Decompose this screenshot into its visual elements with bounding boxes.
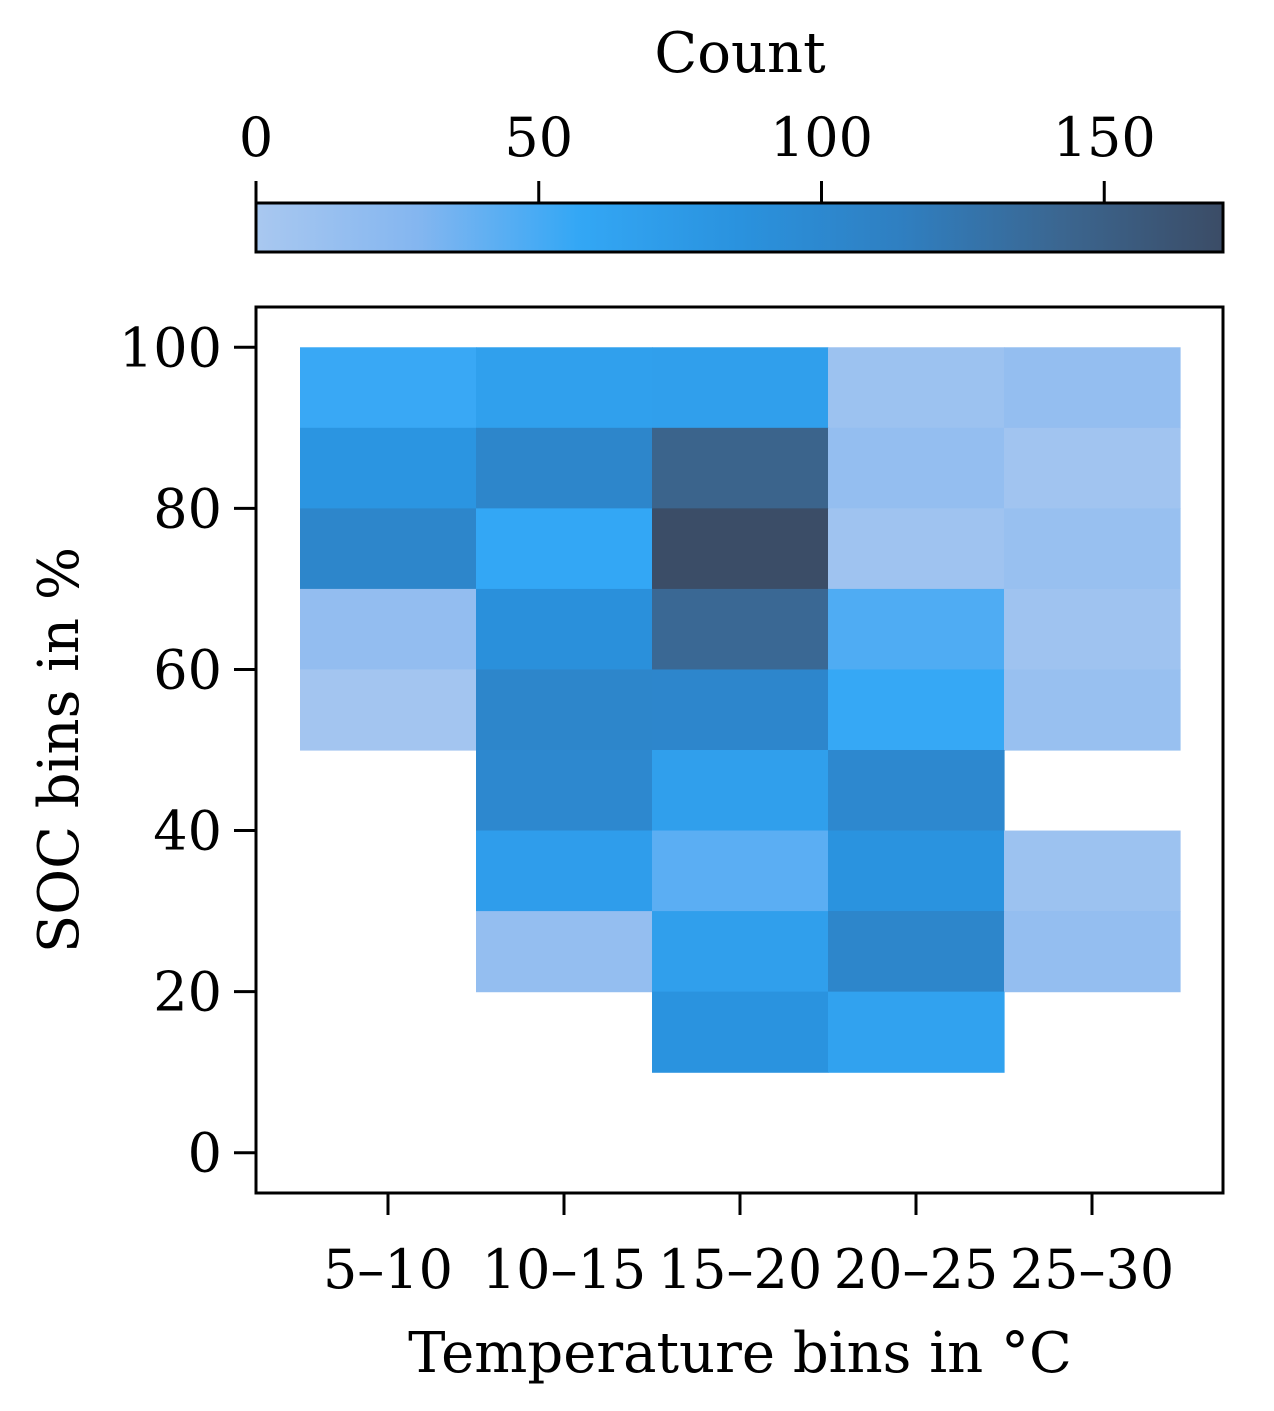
x-tick-label: 15–20 [658, 1238, 822, 1301]
y-tick-label: 40 [153, 800, 222, 863]
x-tick-label: 10–15 [482, 1238, 646, 1301]
y-tick-label: 20 [153, 961, 222, 1024]
heatmap-cells [300, 347, 1181, 1073]
heatmap-cell [652, 588, 829, 671]
colorbar-frame [254, 201, 1225, 254]
heatmap-cell [476, 347, 653, 429]
x-tick-label: 5–10 [323, 1238, 453, 1301]
heatmap-cell [828, 508, 1005, 590]
heatmap-cell [476, 911, 653, 993]
x-tick-label: 20–25 [834, 1238, 998, 1301]
heatmap-cell [828, 588, 1005, 671]
colorbar-tick-label: 50 [504, 106, 573, 169]
heatmap-cell [652, 911, 829, 993]
colorbar-tick-label: 150 [1053, 106, 1156, 169]
y-tick-label: 100 [119, 316, 222, 379]
heatmap-cell [1004, 830, 1181, 912]
heatmap-cell [1004, 508, 1181, 590]
heatmap-cell [300, 588, 477, 671]
heatmap-cell [828, 991, 1005, 1073]
heatmap-cell [1004, 347, 1181, 429]
heatmap-cell [828, 830, 1005, 912]
heatmap-cell [476, 830, 653, 912]
y-tick-label: 80 [153, 477, 222, 540]
heatmap-cell [1004, 427, 1181, 509]
heatmap-cell [828, 750, 1005, 832]
x-tick-label: 25–30 [1010, 1238, 1174, 1301]
heatmap-cell [652, 347, 829, 429]
y-axis-label: SOC bins in % [27, 547, 92, 953]
heatmap-cell [1004, 911, 1181, 993]
heatmap-cell [300, 347, 477, 429]
heatmap-cell [652, 830, 829, 912]
y-axis-ticks: 0 20 40 60 80 100 [119, 316, 256, 1185]
heatmap-cell [828, 911, 1005, 993]
heatmap-cell [476, 669, 653, 751]
y-tick-label: 0 [188, 1122, 222, 1185]
x-axis-label: Temperature bins in °C [408, 1321, 1072, 1386]
colorbar-label: Count [654, 21, 826, 86]
heatmap-cell [652, 991, 829, 1073]
heatmap-cell [476, 588, 653, 671]
heatmap-cell [652, 427, 829, 509]
colorbar-tick-label: 0 [239, 106, 273, 169]
heatmap-cell [300, 508, 477, 590]
heatmap-cell [1004, 588, 1181, 671]
heatmap-cell [652, 508, 829, 590]
colorbar-gradient [256, 203, 1223, 252]
heatmap-cell [300, 427, 477, 509]
y-tick-label: 60 [153, 638, 222, 701]
heatmap-cell [1004, 669, 1181, 751]
colorbar-tick-label: 100 [770, 106, 873, 169]
heatmap-cell [476, 427, 653, 509]
heatmap-cell [476, 508, 653, 590]
colorbar: Count 0 50 100 150 [239, 21, 1225, 254]
heatmap-cell [652, 669, 829, 751]
heatmap-cell [828, 427, 1005, 509]
x-axis-ticks: 5–10 10–15 15–20 20–25 25–30 [323, 1193, 1174, 1301]
heatmap-cell [828, 669, 1005, 751]
colorbar-ticks: 0 50 100 150 [239, 106, 1156, 203]
heatmap-cell [652, 750, 829, 832]
heatmap-cell [300, 669, 477, 751]
heatmap-cell [828, 347, 1005, 429]
heatmap-cell [476, 750, 653, 832]
